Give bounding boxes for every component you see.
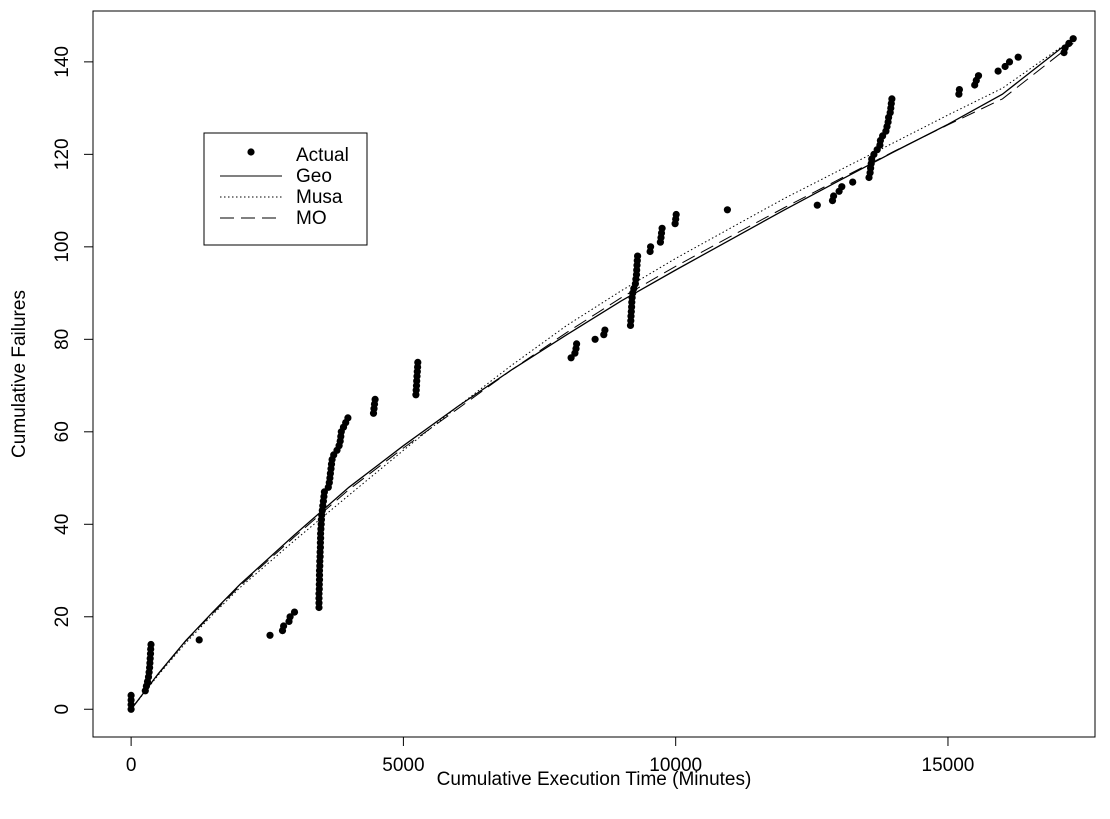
actual-point <box>634 252 642 260</box>
legend-musa-label: Musa <box>296 187 343 208</box>
mo-line <box>130 43 1074 710</box>
actual-point <box>344 414 352 422</box>
actual-point <box>1014 53 1022 61</box>
geo-line <box>130 38 1074 710</box>
actual-point <box>601 326 609 334</box>
actual-point <box>813 201 821 209</box>
x-tick-label: 15000 <box>922 755 975 776</box>
legend-box <box>203 132 368 246</box>
x-axis-title: Cumulative Execution Time (Minutes) <box>437 769 752 790</box>
actual-point <box>290 608 299 616</box>
actual-point <box>723 206 732 214</box>
legend-actual-marker <box>247 148 255 156</box>
x-axis: 0 5000 10000 15000 <box>126 736 975 776</box>
x-tick-label: 10000 <box>649 755 702 776</box>
actual-points <box>127 35 1077 713</box>
y-axis-title: Cumulative Failures <box>9 290 30 458</box>
actual-point <box>838 183 846 191</box>
actual-point <box>955 86 964 94</box>
actual-point <box>1065 39 1073 48</box>
actual-point <box>195 636 203 644</box>
plot-frame <box>92 10 1096 738</box>
legend-mo-label: MO <box>296 208 327 229</box>
y-tick-label: 100 <box>52 231 73 263</box>
actual-point <box>1069 35 1077 43</box>
actual-point <box>147 640 155 649</box>
y-tick-label: 120 <box>52 138 73 170</box>
actual-point <box>1005 58 1014 66</box>
musa-line <box>130 38 1074 710</box>
y-tick-label: 40 <box>52 514 73 535</box>
actual-point <box>974 72 983 80</box>
actual-point <box>672 210 680 219</box>
actual-point <box>647 243 655 251</box>
actual-point <box>888 95 896 103</box>
actual-point <box>658 224 666 232</box>
y-tick-label: 0 <box>52 704 73 715</box>
actual-point <box>591 335 599 343</box>
fit-lines <box>130 38 1074 710</box>
y-tick-label: 60 <box>52 421 73 442</box>
actual-point <box>371 395 379 403</box>
x-tick-label: 0 <box>126 755 137 776</box>
actual-point <box>573 340 581 348</box>
actual-point <box>266 631 274 639</box>
actual-point <box>849 178 857 186</box>
x-tick-label: 5000 <box>382 755 424 776</box>
y-tick-label: 140 <box>52 46 73 78</box>
y-tick-label: 80 <box>52 329 73 350</box>
actual-point <box>414 358 422 366</box>
actual-point <box>127 691 135 700</box>
actual-point <box>830 192 838 200</box>
actual-point <box>1001 62 1009 71</box>
y-axis: 0 20 40 60 80 100 120 140 <box>52 46 94 715</box>
actual-point <box>280 622 288 630</box>
actual-point <box>286 613 294 621</box>
legend-geo-label: Geo <box>296 166 332 187</box>
actual-point <box>994 67 1002 75</box>
y-tick-label: 20 <box>52 606 73 627</box>
legend-actual-label: Actual <box>296 145 349 166</box>
